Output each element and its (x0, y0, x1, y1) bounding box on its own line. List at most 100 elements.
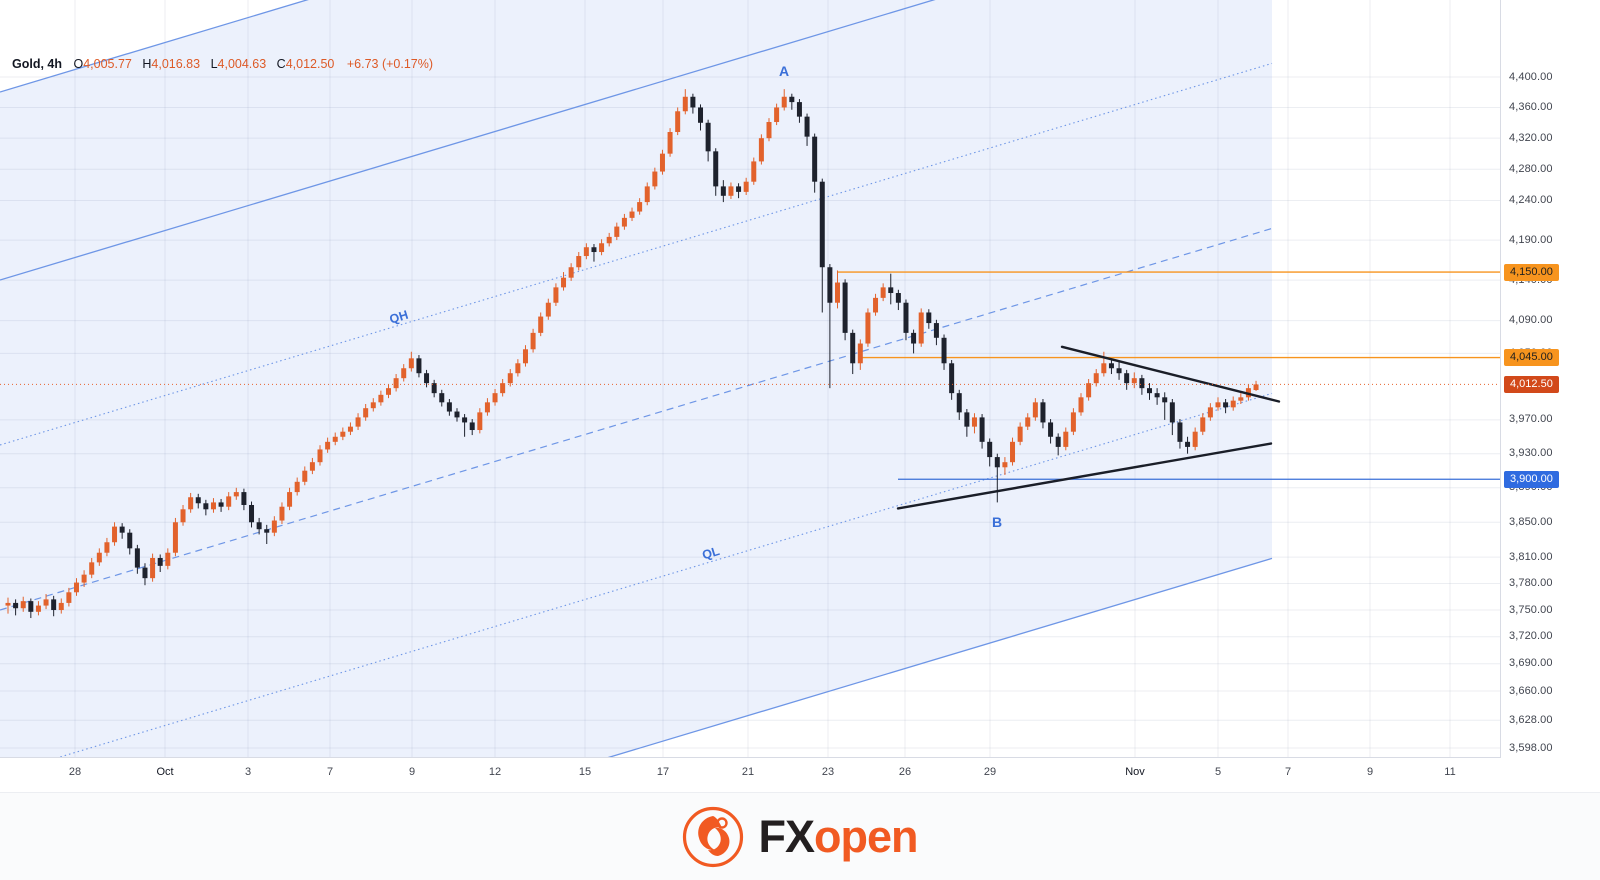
price-tick: 4,280.00 (1509, 162, 1553, 175)
candle-body (1070, 412, 1076, 432)
time-tick: 5 (1214, 766, 1222, 778)
trendline[interactable] (1060, 345, 1281, 403)
candle-body (606, 236, 612, 244)
candle-body (1177, 422, 1183, 442)
candle-body (1032, 402, 1038, 418)
candle-body (781, 96, 787, 108)
channel-line-dotted[interactable] (0, 392, 1273, 757)
candle-body (408, 358, 414, 369)
candle-body (591, 247, 597, 253)
candle-body (150, 557, 156, 579)
channel-line-dashed[interactable] (0, 227, 1273, 611)
candle-body (256, 522, 262, 530)
candle-body (933, 323, 939, 338)
candle-body (210, 502, 216, 510)
time-tick: 15 (578, 766, 592, 778)
candle-body (317, 449, 323, 463)
candle-body (667, 132, 673, 154)
candle-body (127, 532, 133, 549)
candle-body (112, 526, 118, 543)
regression-channel[interactable] (0, 0, 1273, 757)
chart-svg[interactable]: A B QH QL (0, 0, 1500, 757)
candle-body (682, 96, 688, 112)
candles (5, 89, 1259, 619)
candle-body (203, 503, 209, 510)
candle-body (698, 107, 704, 123)
time-axis[interactable]: 28 Oct 3 7 9 12 15 17 21 23 26 29 Nov 5 7 9 11 (0, 758, 1500, 792)
candle-body (1238, 397, 1244, 401)
price-axis[interactable]: 4,400.00 4,360.00 4,320.00 4,280.00 4,240.00… (1501, 0, 1600, 792)
candle-body (378, 394, 384, 403)
candle-body (28, 601, 34, 612)
candle-body (880, 287, 886, 298)
candle-body (522, 349, 528, 364)
open-label: O (73, 57, 84, 71)
candle-body (1002, 462, 1008, 468)
candle-body (819, 181, 825, 268)
channel-line-solid[interactable] (0, 0, 1272, 93)
candle-body (35, 605, 41, 612)
chart-label-b[interactable]: B (992, 514, 1002, 530)
candle-body (1063, 431, 1069, 447)
price-tick: 3,780.00 (1509, 576, 1553, 589)
candle-body (180, 509, 186, 523)
chart-label-qh[interactable]: QH (388, 308, 410, 327)
candle-body (751, 161, 757, 182)
candle-body (561, 277, 567, 288)
candle-body (1230, 400, 1236, 408)
candle-body (347, 426, 353, 432)
candle-body (134, 548, 140, 568)
channel-line-solid[interactable] (0, 557, 1273, 757)
price-badge: 4,045.00 (1504, 349, 1559, 366)
candle-body (355, 417, 361, 427)
candle-body (1139, 378, 1145, 389)
chart-pane[interactable]: A B QH QL Gold, 4h O4,005.77 H4,016.83 L4,0… (0, 0, 1501, 758)
time-tick: 26 (898, 766, 912, 778)
candle-body (1101, 363, 1107, 374)
price-badge: 3,900.00 (1504, 470, 1559, 488)
candle-body (302, 470, 308, 482)
candle-body (979, 417, 985, 442)
time-tick: 12 (488, 766, 502, 778)
candle-body (195, 497, 201, 504)
candle-body (500, 383, 506, 394)
candle-body (370, 402, 376, 409)
candle-body (956, 393, 962, 413)
candle-body (1200, 417, 1206, 432)
candle-body (903, 302, 909, 333)
price-tick: 3,810.00 (1509, 550, 1553, 563)
candle-body (165, 552, 171, 566)
time-tick: 23 (821, 766, 835, 778)
high-label: H (142, 57, 152, 71)
candle-body (104, 542, 110, 553)
candle-body (416, 358, 422, 374)
chart-label-ql[interactable]: QL (700, 544, 721, 563)
candle-body (629, 211, 635, 218)
candle-body (652, 171, 658, 187)
price-badge: 4,150.00 (1504, 263, 1559, 281)
candle-body (675, 111, 681, 133)
candle-body (5, 602, 11, 606)
candle-body (804, 116, 810, 137)
candle-body (736, 186, 742, 192)
price-badge: 4,012.50 (1504, 375, 1559, 393)
candle-body (994, 457, 1000, 468)
candle-body (142, 567, 148, 579)
candle-body (926, 312, 932, 324)
channel-line-solid[interactable] (0, 0, 1272, 281)
chart-label-a[interactable]: A (779, 63, 789, 79)
candle-body (507, 373, 513, 384)
candle-body (89, 562, 95, 575)
channel-line-dotted[interactable] (0, 62, 1273, 446)
candle-body (20, 601, 26, 609)
candle-body (774, 107, 780, 123)
symbol-title[interactable]: Gold, 4h (12, 57, 62, 71)
time-tick: Nov (1125, 766, 1145, 778)
trendline[interactable] (896, 442, 1273, 510)
ohlc-legend[interactable]: Gold, 4h O4,005.77 H4,016.83 L4,004.63 C… (12, 57, 433, 71)
candle-body (743, 181, 749, 192)
candle-body (1207, 407, 1213, 418)
fxopen-emblem-icon (683, 806, 744, 867)
candle-body (1185, 441, 1191, 447)
